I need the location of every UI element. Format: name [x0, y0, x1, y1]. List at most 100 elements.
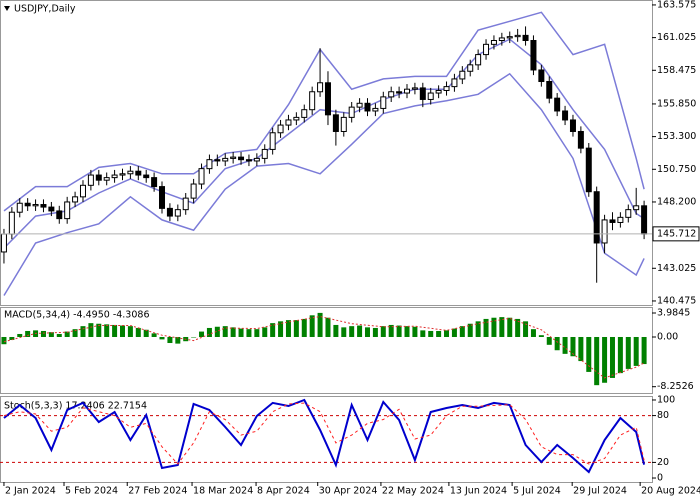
macd-bar [483, 318, 489, 337]
macd-bar [625, 336, 631, 369]
macd-bar [96, 323, 102, 337]
macd-bar [48, 332, 54, 337]
candle-body [127, 170, 134, 175]
candle-body [119, 173, 126, 176]
bollinger-upper [3, 11, 645, 212]
stoch-panel-frame [0, 396, 653, 483]
macd-bar [238, 328, 244, 337]
candle-body [103, 177, 110, 181]
macd-bar [285, 320, 291, 337]
macd-bar [262, 327, 268, 337]
candle-body [396, 91, 403, 94]
current-price-label: 145.712 [657, 228, 696, 239]
macd-bar [112, 324, 118, 337]
macd-bar [80, 326, 86, 337]
y-tick-label: 20 [657, 457, 669, 468]
y-tick-label: 143.025 [657, 263, 696, 274]
macd-bar [491, 317, 497, 337]
macd-bar [56, 333, 62, 337]
macd-bar [333, 324, 339, 337]
bollinger-lower [3, 72, 645, 296]
macd-bar [175, 336, 181, 344]
macd-bar [467, 323, 473, 337]
candle-body [404, 88, 411, 94]
x-tick-label: 8 Apr 2024 [257, 486, 310, 497]
macd-bar [64, 331, 70, 337]
candle-body [569, 119, 576, 132]
macd-bar [396, 325, 402, 337]
candle-body [427, 92, 434, 100]
candle-body [483, 43, 490, 56]
candle-body [459, 70, 466, 80]
macd-bar [119, 325, 125, 337]
candle-body [32, 204, 39, 207]
candle-body [309, 91, 316, 111]
y-tick-label: 150.750 [657, 164, 696, 175]
candle-body [135, 170, 142, 176]
y-tick-label: 153.300 [657, 131, 696, 142]
candle-body [593, 191, 600, 244]
macd-bar [507, 317, 513, 337]
candle-body [40, 204, 47, 208]
y-tick-label: 158.475 [657, 65, 696, 76]
candle-body [530, 39, 537, 71]
candle-body [617, 216, 624, 223]
candle-body [538, 69, 545, 83]
macd-bar [641, 336, 647, 365]
candle-body [348, 106, 355, 118]
macd-bar [317, 312, 323, 337]
candle-body [435, 89, 442, 94]
macd-bar [459, 326, 465, 337]
macd-bar [127, 326, 133, 337]
y-tick-label: 0.00 [657, 331, 678, 342]
x-tick-label: 22 May 2024 [382, 486, 444, 497]
macd-bar [372, 327, 378, 337]
x-tick-label: 5 Jul 2024 [513, 486, 561, 497]
candle-body [475, 54, 482, 66]
y-tick-label: 100 [657, 394, 675, 405]
candle-body [277, 124, 284, 134]
macd-bar [570, 336, 576, 357]
x-tick-label: 2 Jan 2024 [5, 486, 56, 497]
macd-bar [609, 336, 615, 378]
candle-body [451, 78, 458, 88]
macd-bar [199, 331, 205, 337]
candle-body [388, 91, 395, 98]
candle-body [577, 130, 584, 149]
macd-bar [1, 336, 7, 345]
macd-bar [88, 323, 94, 337]
candle-body [514, 34, 521, 38]
y-tick-label: 140.475 [657, 295, 696, 306]
macd-bar [222, 326, 228, 337]
macd-bar [475, 321, 481, 337]
macd-bar [135, 327, 141, 337]
macd-bar [301, 318, 307, 337]
candle-body [380, 96, 387, 109]
current-price-box [652, 226, 700, 242]
candle-body [48, 206, 55, 212]
candle-body [585, 147, 592, 193]
macd-bar [17, 333, 23, 337]
candle-body [324, 82, 331, 116]
candle-body [159, 186, 166, 209]
symbol-arrow [4, 6, 10, 11]
macd-bar [530, 329, 536, 337]
macd-bar [254, 329, 260, 337]
macd-bar [617, 336, 623, 374]
macd-bar [562, 336, 568, 354]
macd-panel-frame [0, 307, 653, 394]
candle-body [269, 132, 276, 150]
candle-body [356, 102, 363, 108]
candle-body [554, 97, 561, 112]
candle-body [24, 202, 31, 207]
macd-bar [436, 330, 442, 337]
stoch-signal [3, 402, 645, 465]
macd-bar [444, 330, 450, 337]
macd-bar [420, 330, 426, 337]
candle-body [293, 116, 300, 121]
candle-body [143, 174, 150, 179]
candle-body [111, 174, 118, 179]
candle-body [562, 110, 569, 121]
macd-title: MACD(5,34,4) -4.4950 -4.3086 [4, 310, 149, 321]
